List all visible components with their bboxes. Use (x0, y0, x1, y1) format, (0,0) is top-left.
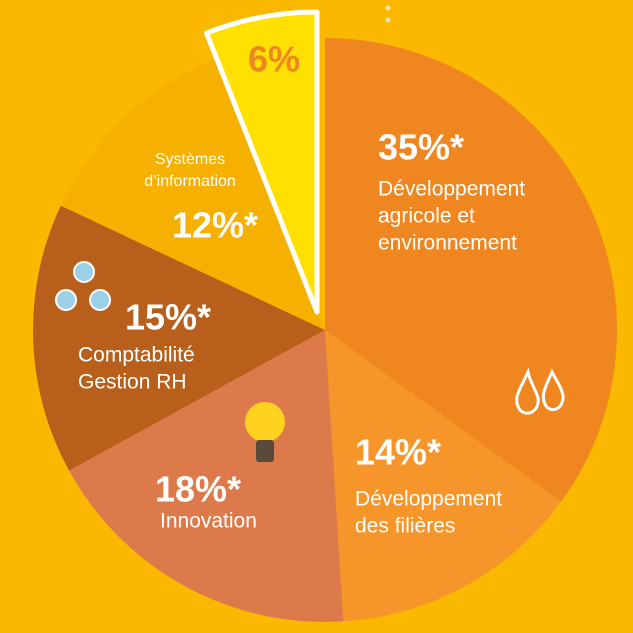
value-label: 14%* (355, 432, 441, 473)
category-label: des filières (355, 515, 455, 538)
labels: 35%* Développement agricole et environnemen… (78, 39, 525, 538)
pie-slice (325, 38, 617, 502)
category-label: Gestion RH (78, 371, 187, 394)
pie-slice (204, 9, 320, 315)
drops-icon (515, 367, 565, 415)
category-label: agricole et (378, 205, 475, 228)
slices (33, 9, 617, 622)
category-label: environnement (378, 232, 517, 255)
pie-slice (325, 330, 562, 622)
value-label: 35%* (378, 127, 464, 168)
value-label: 12%* (172, 205, 258, 246)
category-label: Développement (378, 178, 525, 201)
value-label: 18%* (155, 469, 241, 510)
category-label: Comptabilité (78, 344, 195, 367)
value-label: 15%* (125, 297, 211, 338)
category-label: d’information (144, 173, 236, 190)
category-label: Développement (355, 488, 502, 511)
decor-dots (385, 5, 391, 23)
value-label: 6% (248, 39, 300, 80)
people-icon (55, 261, 111, 311)
category-label: Innovation (160, 510, 257, 533)
pie-slice (69, 330, 344, 622)
bulb-icon (245, 402, 285, 462)
pie-slice (60, 58, 326, 331)
category-label: Systèmes (155, 151, 225, 168)
pie-slice (33, 205, 326, 471)
